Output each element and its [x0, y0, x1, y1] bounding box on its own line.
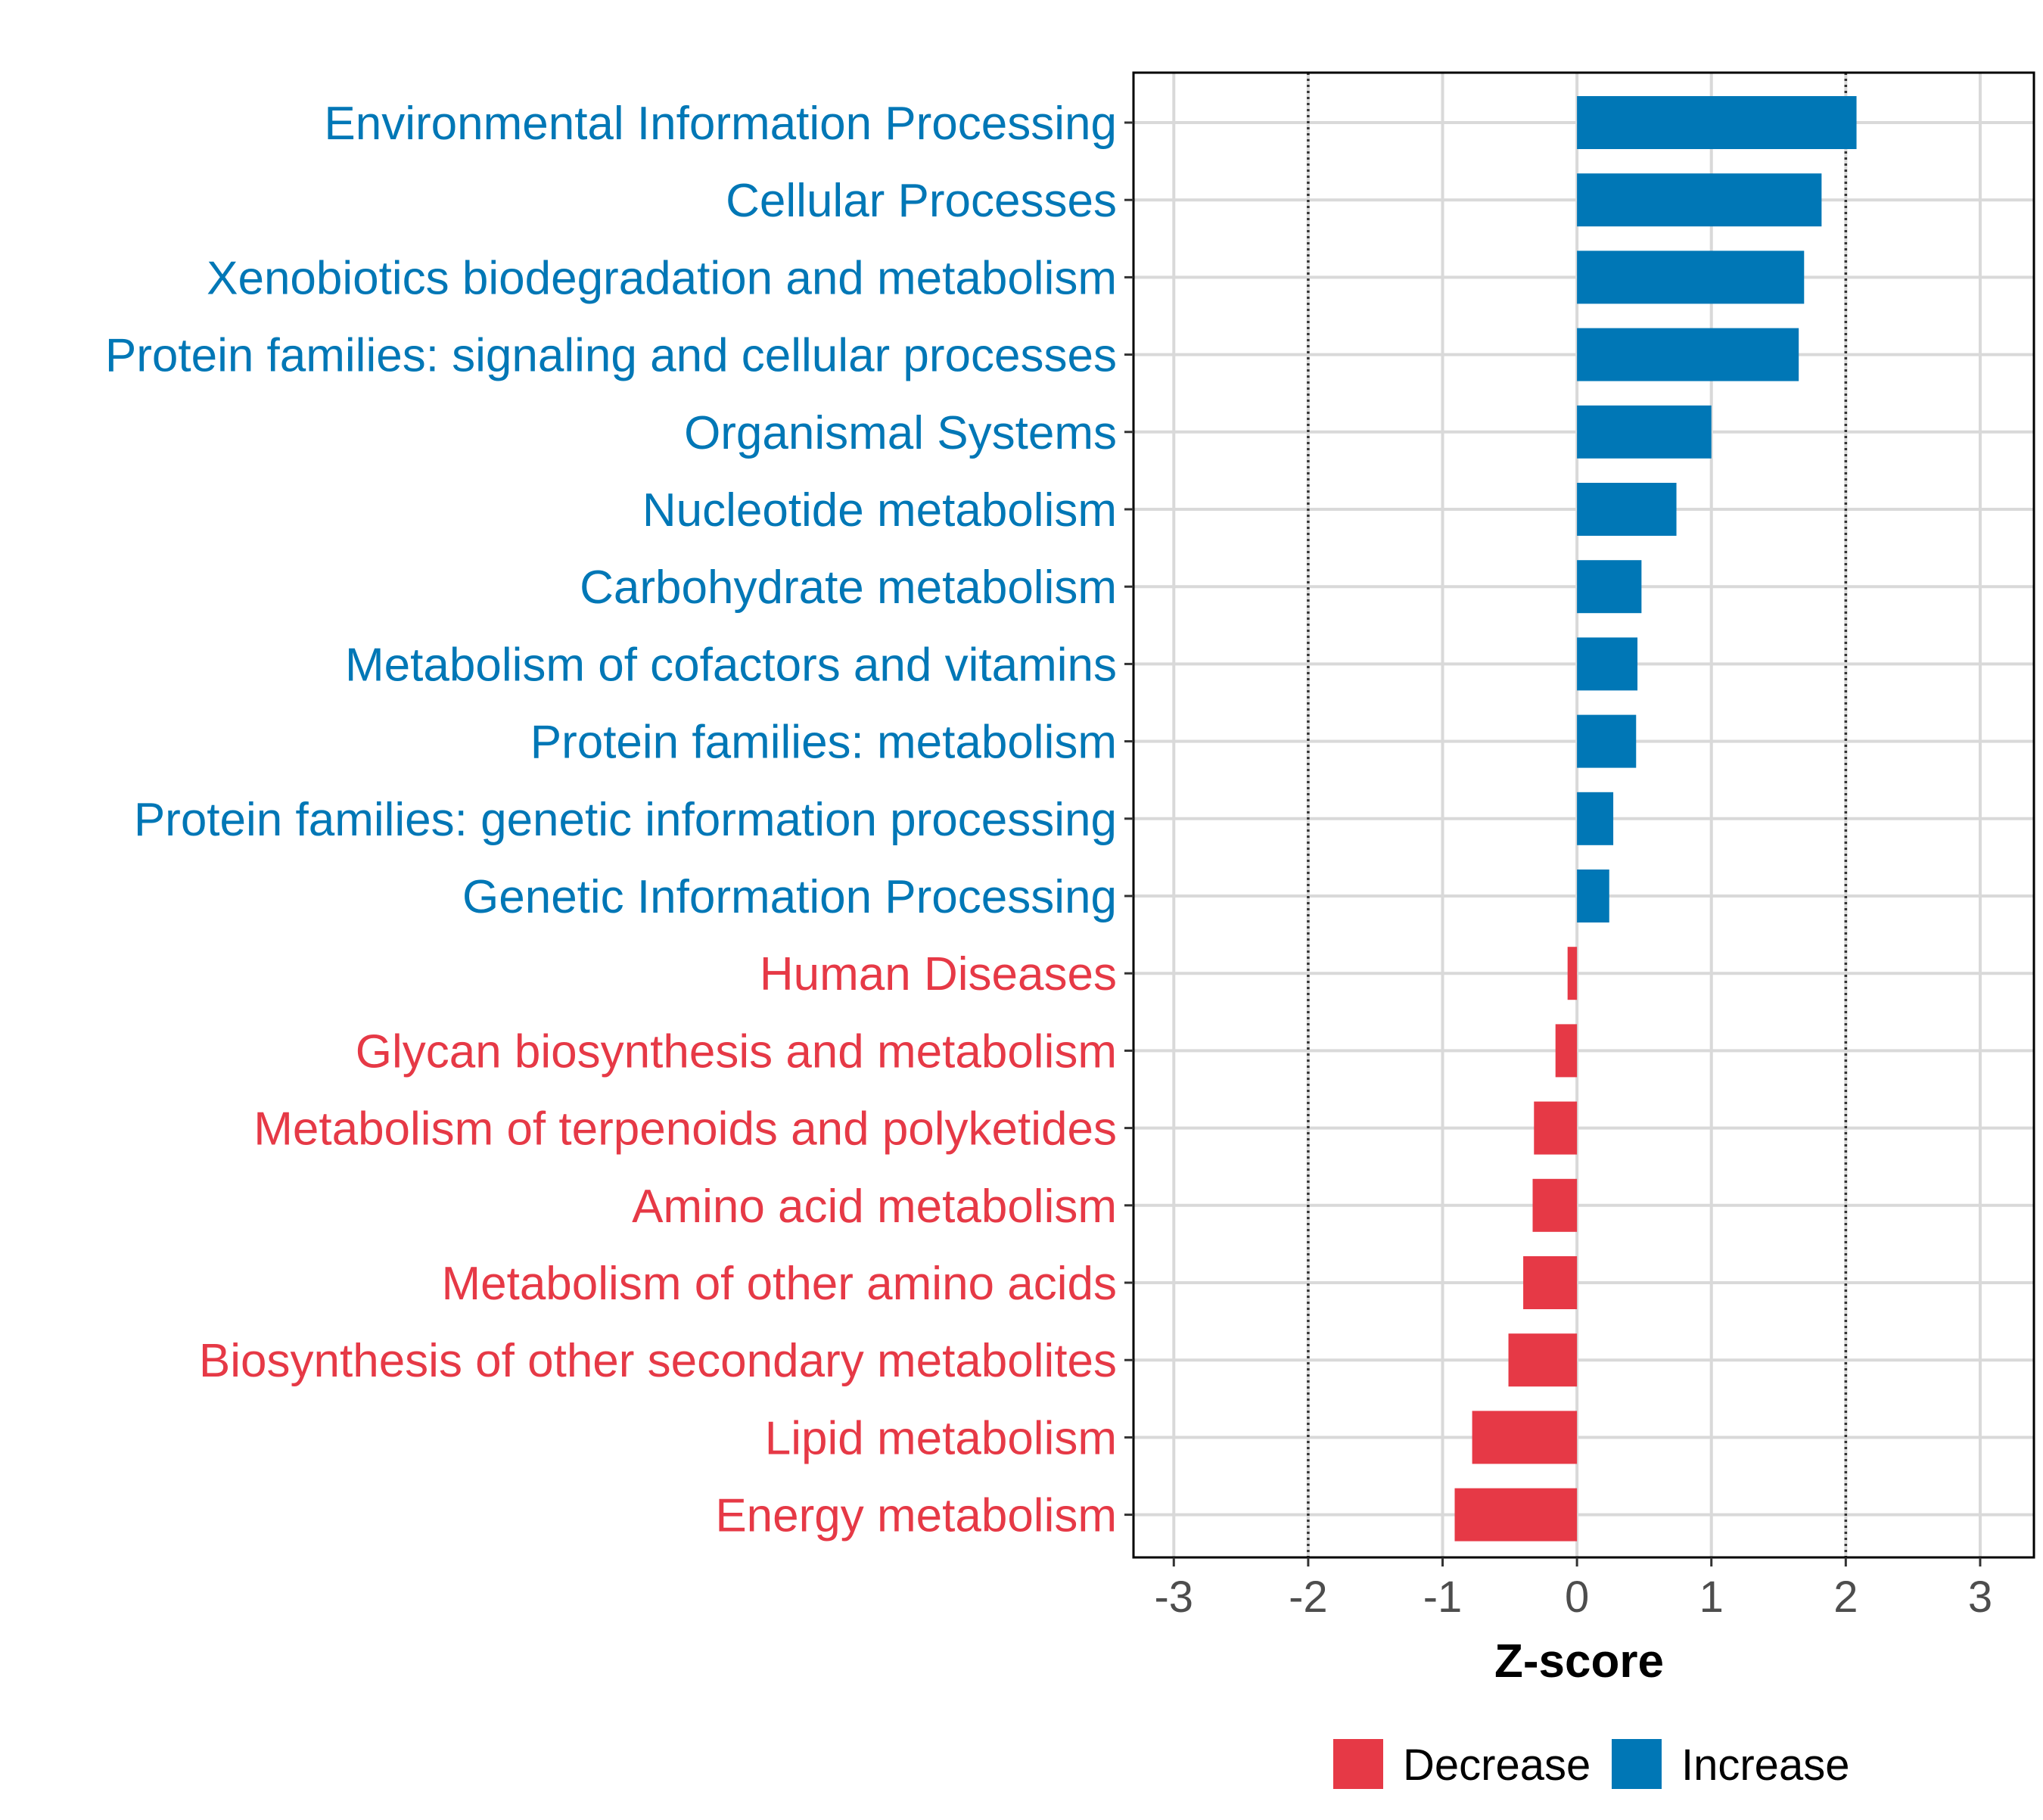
category-label: Human Diseases [760, 948, 1117, 1000]
x-tick-label: -3 [1154, 1573, 1193, 1622]
category-label: Environmental Information Processing [324, 98, 1117, 150]
bar-increase [1577, 637, 1638, 691]
category-label: Lipid metabolism [765, 1412, 1117, 1464]
category-label: Metabolism of terpenoids and polyketides [253, 1103, 1117, 1156]
category-label: Amino acid metabolism [632, 1181, 1117, 1233]
category-label: Metabolism of cofactors and vitamins [345, 639, 1117, 691]
bar-decrease [1534, 1101, 1578, 1155]
category-label: Genetic Information Processing [462, 871, 1117, 923]
x-tick-label: -1 [1423, 1573, 1463, 1622]
bar-increase [1577, 250, 1805, 304]
y-axis-ticks [1124, 121, 1133, 1517]
bar-increase [1577, 560, 1642, 614]
x-tick-label: 2 [1833, 1573, 1858, 1622]
category-label: Glycan biosynthesis and metabolism [356, 1025, 1117, 1078]
bar-decrease [1567, 947, 1578, 1000]
category-label: Protein families: genetic information pr… [134, 794, 1117, 846]
category-label: Xenobiotics biodegradation and metabolis… [207, 252, 1117, 304]
bar-increase [1577, 173, 1822, 227]
bar-increase [1577, 483, 1677, 536]
category-label: Biosynthesis of other secondary metaboli… [199, 1335, 1117, 1387]
legend-label-increase: Increase [1681, 1741, 1849, 1790]
bar-increase [1577, 792, 1614, 845]
bar-increase [1577, 96, 1857, 149]
bar-decrease [1555, 1024, 1578, 1078]
category-label: Energy metabolism [715, 1490, 1117, 1542]
bar-decrease [1454, 1488, 1578, 1542]
category-label: Cellular Processes [726, 175, 1117, 227]
x-tick-label: 3 [1968, 1573, 1992, 1622]
plot-frame [1132, 71, 2035, 1559]
bar-increase [1577, 714, 1637, 768]
category-label: Protein families: signaling and cellular… [105, 330, 1117, 382]
y-axis-labels: Environmental Information Processing Cell… [105, 98, 1117, 1542]
legend: Decrease Increase [1333, 1739, 1849, 1790]
category-label: Organismal Systems [684, 407, 1117, 459]
legend-label-decrease: Decrease [1403, 1741, 1591, 1790]
category-label: Nucleotide metabolism [642, 484, 1117, 537]
bar-decrease [1523, 1256, 1578, 1309]
legend-swatch-decrease [1333, 1739, 1383, 1789]
x-tick-label: 1 [1699, 1573, 1724, 1622]
x-axis-tick-labels: -3 -2 -1 0 1 2 3 [1154, 1573, 1992, 1622]
bar-increase [1577, 405, 1712, 459]
category-label: Protein families: metabolism [530, 717, 1117, 769]
x-axis-ticks [1172, 1557, 1982, 1566]
category-label: Metabolism of other amino acids [441, 1258, 1117, 1310]
x-axis-title: Z-score [1494, 1635, 1664, 1688]
bars [1454, 96, 1857, 1542]
bar-decrease [1472, 1411, 1578, 1464]
x-tick-label: 0 [1565, 1573, 1589, 1622]
x-tick-label: -2 [1289, 1573, 1328, 1622]
bar-increase [1577, 870, 1609, 922]
bar-increase [1577, 328, 1799, 381]
category-label: Carbohydrate metabolism [580, 562, 1117, 614]
legend-swatch-increase [1612, 1739, 1662, 1789]
bar-decrease [1508, 1333, 1578, 1387]
bar-decrease [1532, 1178, 1578, 1232]
